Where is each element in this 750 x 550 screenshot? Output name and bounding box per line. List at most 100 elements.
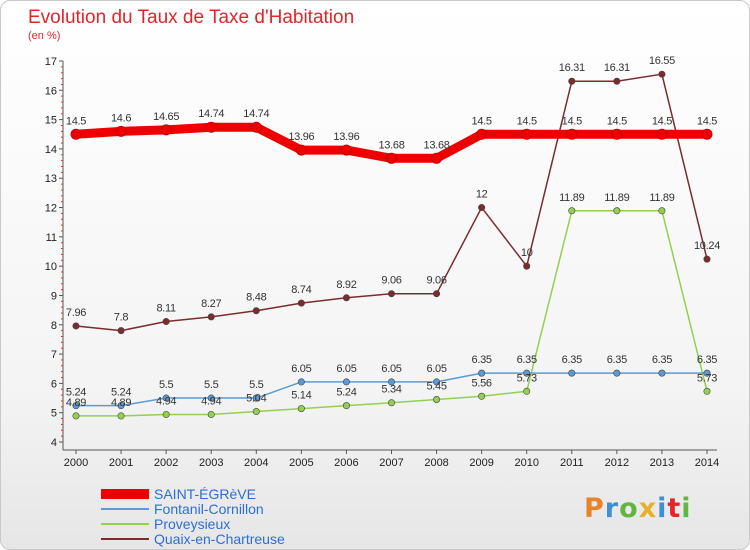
- legend-swatch: [101, 538, 149, 540]
- y-tick-label: 13: [45, 173, 57, 185]
- logo-letter: o: [619, 493, 639, 524]
- x-tick-label: 2000: [64, 457, 88, 469]
- y-tick-label: 12: [45, 203, 57, 215]
- data-label: 16.31: [559, 62, 585, 74]
- legend-label: SAINT-ÉGRèVE: [154, 486, 256, 502]
- data-point: [568, 369, 576, 377]
- data-label: 5.24: [66, 387, 86, 399]
- y-tick-label: 6: [51, 378, 57, 390]
- legend-label: Proveysieux: [154, 516, 231, 532]
- y-tick-label: 7: [51, 349, 57, 361]
- data-point: [523, 262, 531, 270]
- data-point: [703, 369, 711, 377]
- data-label: 16.55: [649, 55, 675, 67]
- data-point: [342, 378, 350, 386]
- data-point: [658, 70, 666, 78]
- data-label: 13.68: [424, 139, 450, 151]
- data-label: 13.96: [333, 131, 359, 143]
- legend-label: Quaix-en-Chartreuse: [154, 531, 285, 547]
- data-label: 14.74: [243, 108, 269, 120]
- data-point: [476, 128, 488, 140]
- data-label: 7.8: [114, 312, 129, 324]
- data-label: 4.89: [111, 397, 131, 409]
- legend-item-saint-egreve[interactable]: SAINT-ÉGRèVE: [101, 486, 361, 502]
- data-label: 14.5: [562, 115, 582, 127]
- data-point: [117, 402, 125, 410]
- data-point: [160, 124, 172, 136]
- data-label: 11.89: [559, 192, 584, 204]
- data-label: 10.24: [694, 240, 720, 252]
- data-label: 6.05: [381, 363, 401, 375]
- logo-letter: i: [657, 493, 668, 524]
- data-label: 14.5: [66, 115, 86, 127]
- data-label: 5.56: [472, 377, 492, 389]
- data-label: 8.74: [291, 284, 311, 296]
- data-label: 5.73: [697, 372, 717, 384]
- data-point: [387, 378, 395, 386]
- data-point: [568, 207, 576, 215]
- data-label: 5.5: [204, 379, 219, 391]
- data-point: [340, 144, 352, 156]
- x-tick-label: 2001: [109, 457, 133, 469]
- data-label: 6.05: [291, 363, 311, 375]
- legend-item-fontanil-cornillon[interactable]: Fontanil-Cornillon: [101, 501, 361, 517]
- data-label: 5.73: [517, 372, 537, 384]
- x-tick-label: 2007: [379, 457, 403, 469]
- data-point: [72, 402, 80, 410]
- data-label: 5.45: [426, 381, 446, 393]
- data-label: 6.05: [426, 363, 446, 375]
- data-label: 13.96: [288, 131, 314, 143]
- x-tick-label: 2002: [154, 457, 178, 469]
- data-point: [478, 369, 486, 377]
- data-point: [613, 77, 621, 85]
- data-point: [207, 410, 215, 418]
- data-label: 5.04: [246, 393, 266, 405]
- data-point: [703, 387, 711, 395]
- data-label: 14.74: [198, 108, 224, 120]
- x-tick-label: 2014: [695, 457, 719, 469]
- data-point: [70, 128, 82, 140]
- data-point: [523, 387, 531, 395]
- y-tick-label: 17: [45, 56, 57, 68]
- data-point: [342, 402, 350, 410]
- data-point: [658, 369, 666, 377]
- data-label: 12: [476, 189, 488, 201]
- data-label: 8.48: [246, 292, 266, 304]
- data-label: 5.5: [249, 379, 264, 391]
- legend-item-proveysieux[interactable]: Proveysieux: [101, 516, 361, 532]
- data-label: 14.5: [472, 115, 492, 127]
- data-label: 6.35: [652, 354, 672, 366]
- data-point: [613, 369, 621, 377]
- y-tick-label: 11: [46, 232, 57, 244]
- chart-title: Evolution du Taux de Taxe d'Habitation: [28, 7, 355, 28]
- data-point: [523, 369, 531, 377]
- data-label: 11.89: [604, 192, 629, 204]
- data-point: [613, 207, 621, 215]
- data-point: [433, 396, 441, 404]
- data-label: 5.5: [159, 379, 174, 391]
- logo-letter: r: [604, 493, 620, 524]
- y-tick-label: 4: [51, 437, 57, 449]
- data-label: 14.5: [607, 115, 627, 127]
- data-label: 6.35: [607, 354, 627, 366]
- data-point: [205, 121, 217, 133]
- legend-swatch: [101, 508, 149, 510]
- data-point: [701, 128, 713, 140]
- legend-item-quaix-en-chartreuse[interactable]: Quaix-en-Chartreuse: [101, 531, 361, 547]
- data-point: [117, 412, 125, 420]
- data-label: 5.24: [111, 387, 131, 399]
- data-point: [295, 144, 307, 156]
- x-tick-label: 2013: [650, 457, 674, 469]
- x-tick-label: 2004: [244, 457, 268, 469]
- data-point: [521, 128, 533, 140]
- data-label: 4.89: [66, 397, 86, 409]
- data-point: [297, 378, 305, 386]
- data-point: [162, 394, 170, 402]
- data-label: 14.6: [111, 112, 131, 124]
- x-tick-label: 2006: [334, 457, 358, 469]
- data-point: [703, 255, 711, 263]
- data-point: [568, 77, 576, 85]
- data-point: [252, 394, 260, 402]
